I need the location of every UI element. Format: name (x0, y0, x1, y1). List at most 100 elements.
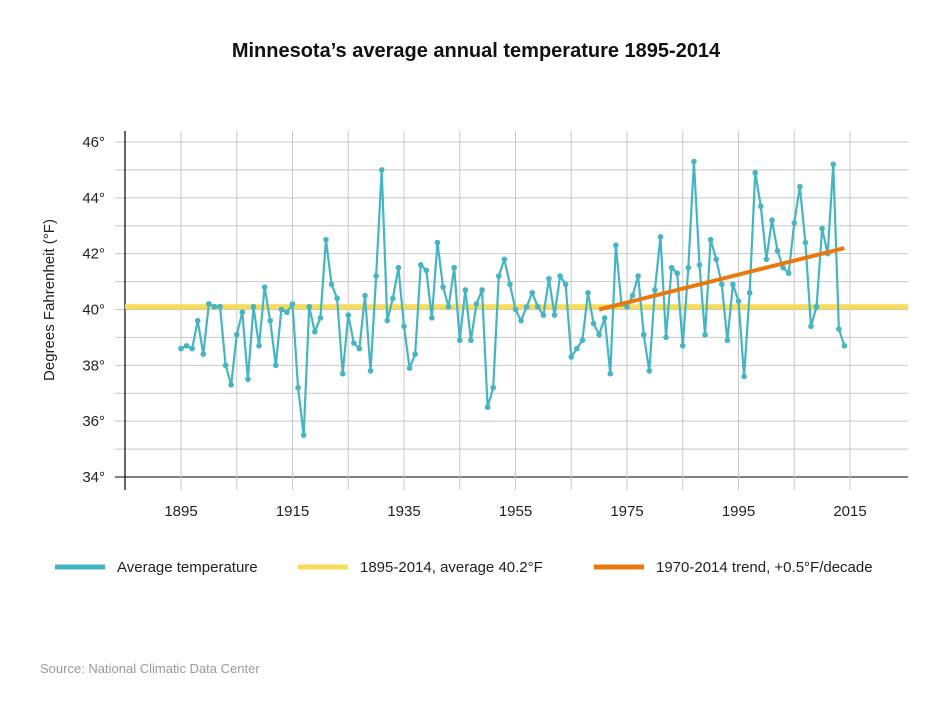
data-point (735, 298, 742, 304)
legend-label: Average temperature (117, 559, 258, 576)
data-point (312, 329, 318, 335)
data-point (434, 239, 441, 246)
data-point (323, 236, 329, 243)
data-point (267, 317, 274, 324)
data-point (512, 306, 519, 313)
data-point (378, 167, 385, 173)
data-point (272, 362, 279, 369)
data-point (607, 370, 614, 377)
data-point (261, 284, 268, 290)
y-tick-label: 42° (82, 246, 105, 263)
data-point (406, 365, 413, 371)
data-point (551, 312, 558, 318)
data-point (245, 376, 251, 383)
x-tick-label: 1995 (722, 503, 755, 520)
data-point (328, 281, 335, 288)
data-point (445, 303, 452, 310)
data-point (540, 312, 547, 318)
data-point (401, 323, 407, 330)
data-point (351, 340, 357, 346)
data-point (300, 432, 307, 438)
data-point (657, 234, 664, 240)
data-point (417, 262, 424, 268)
data-point (501, 256, 508, 263)
data-point (295, 384, 301, 391)
data-point (217, 303, 223, 310)
data-point (579, 337, 586, 344)
data-point (289, 301, 296, 307)
data-point (752, 169, 759, 176)
data-point (412, 351, 418, 357)
data-point (495, 273, 502, 279)
x-tick-label: 1915 (276, 503, 309, 520)
y-tick-label: 34° (82, 469, 105, 486)
data-point (429, 315, 435, 321)
data-point (390, 295, 396, 302)
data-point (334, 295, 340, 302)
data-point (189, 345, 195, 352)
data-point (624, 303, 630, 310)
data-point (395, 264, 402, 271)
data-point (339, 370, 346, 377)
data-point (479, 287, 485, 293)
data-point (473, 301, 480, 307)
data-point (718, 281, 725, 288)
data-point (562, 281, 569, 288)
data-point (685, 264, 692, 271)
data-point (440, 284, 446, 290)
data-point (646, 368, 653, 374)
data-point (819, 225, 825, 232)
data-point (774, 248, 781, 254)
trend-line (598, 246, 845, 312)
data-point (785, 270, 792, 277)
data-point (523, 303, 530, 310)
source-note: Source: National Climatic Data Center (40, 661, 260, 676)
legend-item: 1895-2014, average 40.2°F (298, 559, 543, 576)
data-point (724, 337, 731, 344)
data-point (306, 303, 313, 310)
data-point (546, 275, 552, 282)
data-point (663, 334, 669, 341)
data-point (233, 331, 240, 338)
data-point (250, 303, 257, 310)
grid (115, 131, 908, 490)
data-point (679, 342, 686, 349)
data-point (535, 303, 541, 310)
chart-title: Minnesota’s average annual temperature 1… (232, 40, 721, 62)
data-point (200, 351, 207, 357)
x-tick-label: 1935 (387, 503, 420, 520)
data-point (462, 287, 469, 293)
data-point (813, 303, 820, 310)
series-layer (125, 158, 908, 438)
legend-label: 1895-2014, average 40.2°F (360, 559, 543, 576)
x-tick-label: 1895 (164, 503, 197, 520)
y-tick-label: 36° (82, 413, 105, 430)
data-point (674, 270, 680, 277)
data-point (836, 326, 842, 332)
data-point (769, 217, 775, 223)
data-point (278, 306, 285, 313)
temperature-line (180, 160, 846, 437)
data-point (384, 317, 391, 324)
data-point (317, 315, 324, 321)
data-point (228, 382, 234, 388)
y-tick-label: 38° (82, 357, 105, 374)
data-point (356, 345, 363, 352)
data-point (640, 331, 647, 338)
data-point (652, 287, 658, 293)
data-point (802, 239, 809, 246)
data-point (211, 303, 218, 310)
legend: Average temperature 1895-2014, average 40… (55, 559, 873, 576)
data-point (484, 404, 491, 411)
data-point (239, 309, 246, 316)
y-axis-label: Degrees Fahrenheit (°F) (41, 219, 58, 381)
data-point (758, 203, 764, 210)
data-point (808, 323, 814, 330)
data-point (635, 273, 641, 279)
data-point (194, 317, 201, 324)
data-point (451, 264, 457, 271)
legend-item: 1970-2014 trend, +0.5°F/decade (594, 559, 873, 576)
data-point (557, 273, 563, 279)
data-point (490, 384, 497, 391)
